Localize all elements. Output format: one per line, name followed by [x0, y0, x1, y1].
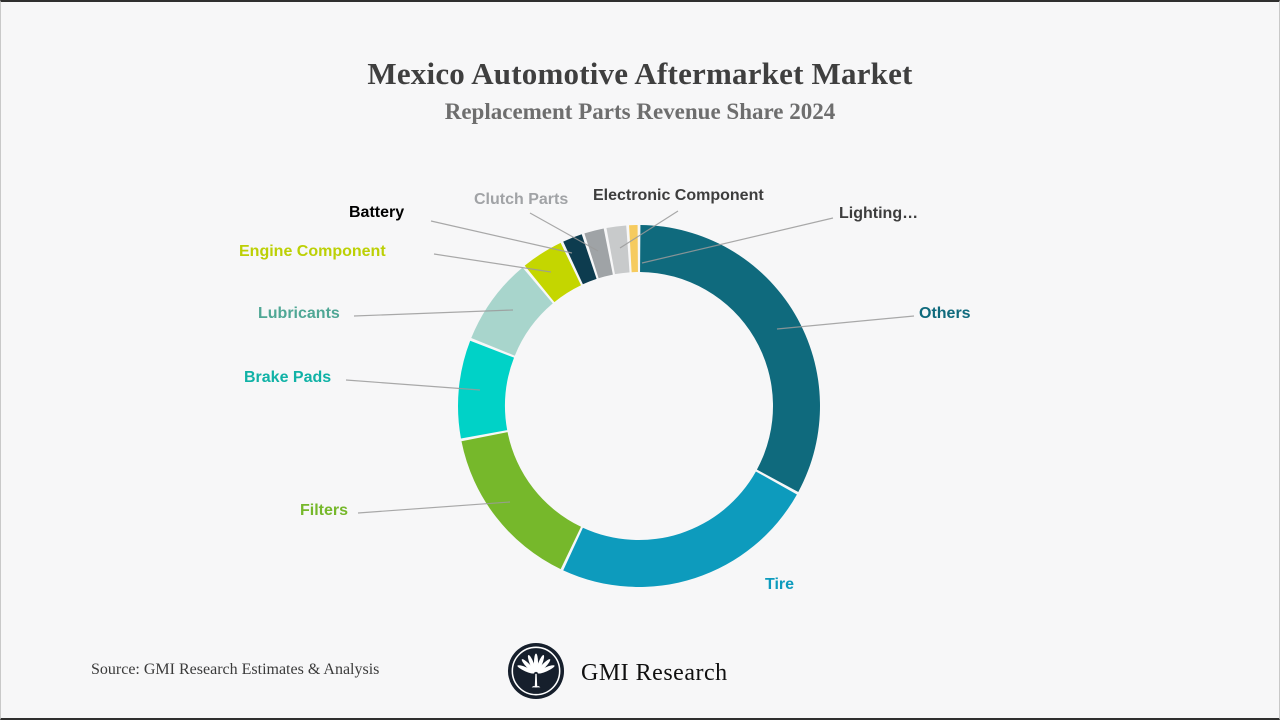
page-title: Mexico Automotive Aftermarket Market — [367, 56, 913, 91]
brand-block: GMI Research — [507, 642, 728, 705]
slice-others — [640, 225, 820, 492]
page-subtitle: Replacement Parts Revenue Share 2024 — [444, 99, 836, 124]
chart-label-clutch-parts: Clutch Parts — [474, 191, 569, 208]
slice-filters — [461, 432, 581, 570]
leader-line — [433, 253, 552, 273]
chart-label-engine-component: Engine Component — [239, 243, 386, 260]
chart-label-lighting: Lighting… — [839, 205, 919, 222]
chart-label-others: Others — [919, 305, 971, 322]
leader-line — [430, 220, 573, 254]
leader-line — [776, 315, 915, 330]
gmi-logo-icon — [507, 642, 565, 705]
slice-clutch-parts — [584, 228, 613, 279]
leader-line — [345, 379, 481, 391]
leader-line — [357, 501, 511, 514]
slice-tire — [563, 471, 797, 587]
donut-sectors — [458, 225, 820, 587]
slice-lighting — [629, 225, 638, 273]
chart-label-brake-pads: Brake Pads — [244, 369, 332, 386]
slice-engine-component — [524, 242, 581, 303]
slice-lubricants — [471, 267, 553, 356]
chart-label-battery: Battery — [349, 204, 405, 221]
chart-label-lubricants: Lubricants — [258, 305, 340, 322]
slice-battery — [563, 234, 597, 285]
slice-brake-pads — [458, 340, 515, 439]
leader-line — [353, 309, 514, 317]
source-note: Source: GMI Research Estimates & Analysi… — [91, 661, 380, 678]
chart-label-electronic-component: Electronic Component — [593, 187, 764, 204]
label-leader-lines — [345, 210, 915, 514]
leader-line — [641, 217, 834, 264]
chart-label-tire: Tire — [765, 576, 795, 593]
chart-label-filters: Filters — [300, 502, 349, 519]
leader-line — [619, 210, 679, 249]
slice-electronic-component — [606, 225, 630, 275]
brand-name: GMI Research — [581, 660, 728, 686]
leader-line — [529, 212, 599, 252]
